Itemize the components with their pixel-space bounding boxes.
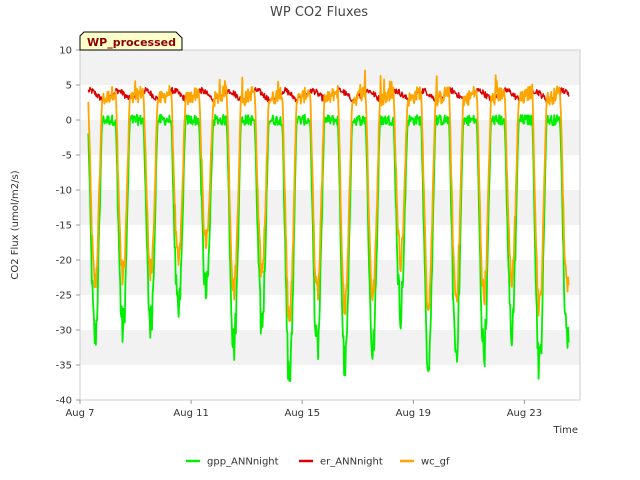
grid-band [80,260,580,295]
y-tick-label: -20 [56,256,72,267]
series-line-gpp_ANNnight [87,113,570,382]
grid-band [80,190,580,225]
x-tick-label: Aug 19 [396,408,431,419]
y-tick-label: 5 [66,81,72,92]
y-tick-label: -35 [56,361,72,372]
grid-band [80,155,580,190]
series-line-wc_gf [87,69,570,322]
y-tick-label: -5 [62,151,72,162]
badge-box [79,31,183,51]
legend-label-er_ANNnight: er_ANNnight [320,457,383,468]
x-axis-title: Time [553,425,578,436]
y-tick-label: 10 [59,46,72,57]
legend-label-wc_gf: wc_gf [421,457,450,468]
series-layer [87,69,570,382]
x-tick-label: Aug 11 [173,408,208,419]
y-tick-label: -25 [56,291,72,302]
badge-label: WP_processed [87,36,176,49]
y-tick-label: -30 [56,326,72,337]
grid-band [80,295,580,330]
grid-band [80,50,580,85]
grid-band [80,365,580,400]
y-tick-label: -15 [56,221,72,232]
legend: gpp_ANNnight er_ANNnight wc_gf [186,457,450,468]
y-tick-label: -10 [56,186,72,197]
x-tick-label: Aug 7 [65,408,94,419]
x-axis: Aug 7 Aug 11 Aug 15 Aug 19 Aug 23 [65,400,542,419]
badge: WP_processed [79,31,183,51]
x-tick-label: Aug 15 [285,408,320,419]
grid-band [80,225,580,260]
y-axis-title: CO2 Flux (umol/m2/s) [10,170,21,279]
grid-band [80,330,580,365]
x-tick-label: Aug 23 [507,408,542,419]
chart-title: WP CO2 Fluxes [270,5,368,20]
grid-band [80,120,580,155]
legend-label-gpp_ANNnight: gpp_ANNnight [207,457,279,468]
y-tick-label: 0 [66,116,72,127]
y-axis: 10 5 0 -5 -10 -15 -20 -25 -30 -35 -40 [56,46,80,407]
y-tick-label: -40 [56,396,72,407]
